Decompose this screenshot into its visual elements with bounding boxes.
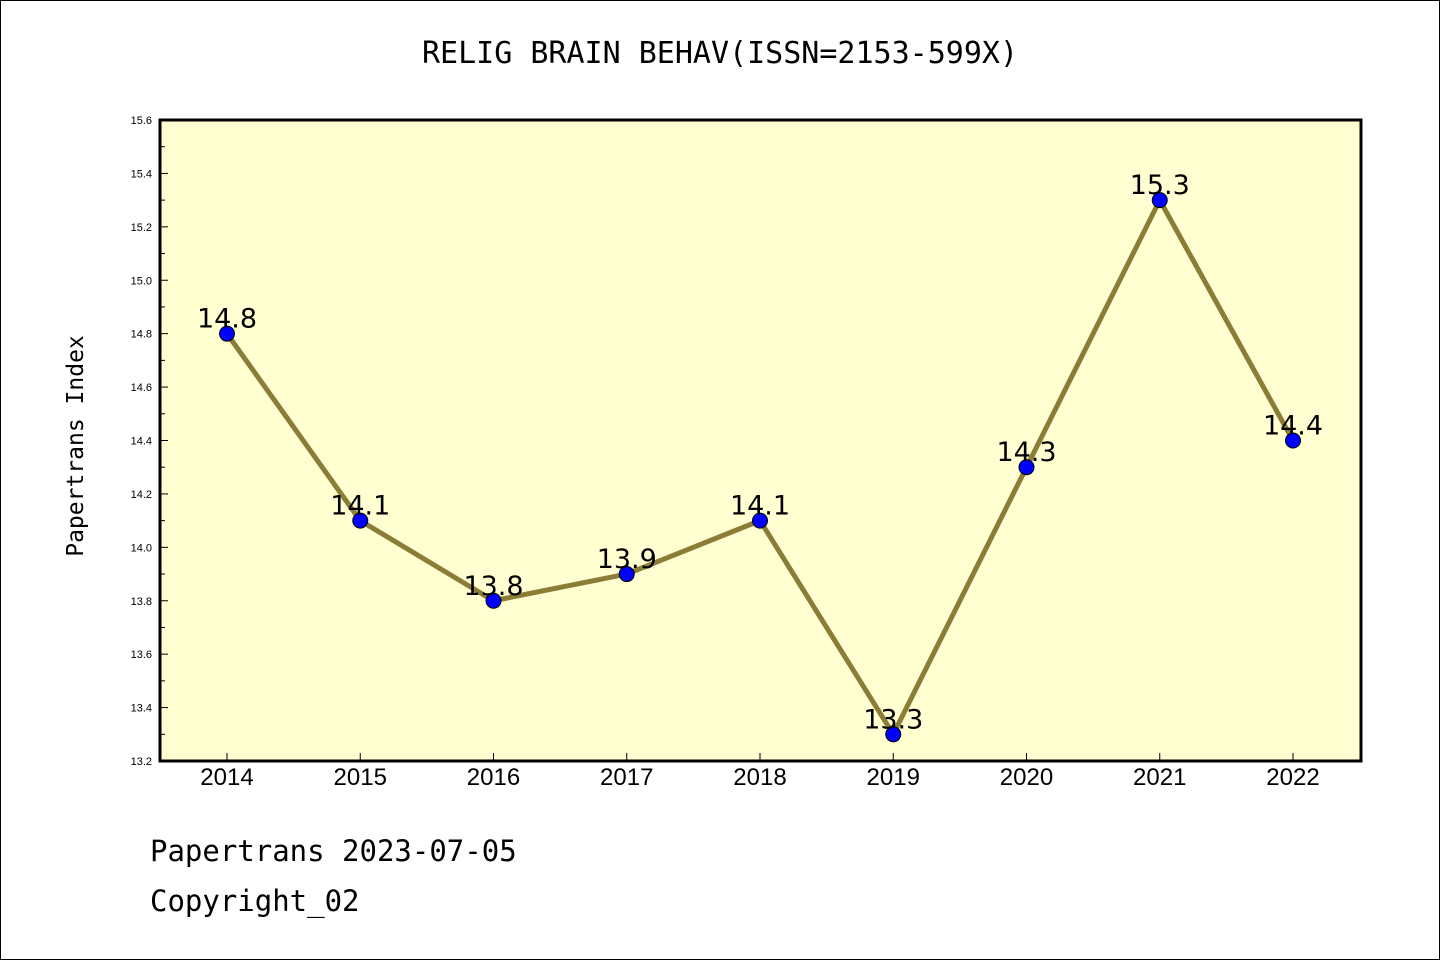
x-tick-label: 2018 (733, 764, 786, 791)
y-tick-label: 13.4 (131, 703, 152, 715)
y-tick-label: 15.2 (131, 222, 152, 234)
y-tick-label: 15.0 (131, 275, 152, 287)
data-point (219, 325, 235, 342)
y-tick-label: 13.8 (131, 596, 152, 608)
data-label: 13.3 (863, 704, 923, 735)
footer-copyright: Copyright_02 (150, 884, 360, 918)
x-tick-label: 2019 (867, 764, 920, 791)
data-label: 13.9 (597, 544, 657, 575)
data-point (618, 566, 635, 583)
data-label: 14.4 (1263, 411, 1323, 442)
data-point (1285, 432, 1301, 449)
data-point (752, 512, 768, 529)
y-tick-label: 15.4 (131, 168, 152, 180)
y-tick-label: 14.8 (131, 329, 152, 341)
data-point (485, 592, 502, 609)
data-point (885, 726, 902, 743)
x-tick-label: 2022 (1266, 764, 1319, 791)
x-tick-label: 2021 (1133, 764, 1186, 791)
data-point (1151, 192, 1168, 209)
data-labels: 14.8 14.1 13.8 13.9 14.1 13.3 14.3 15.3 14.4 (197, 170, 1323, 735)
data-label: 13.8 (463, 571, 523, 602)
y-tick-label: 14.6 (131, 382, 152, 394)
plot-area (158, 118, 1363, 763)
y-axis: 13.2 13.4 13.6 13.8 14.0 14.2 14.4 14.6 14.8 15.0… (131, 115, 168, 768)
data-label: 15.3 (1130, 170, 1190, 201)
x-tick-label: 2014 (200, 764, 253, 791)
y-tick-label: 13.2 (131, 756, 152, 768)
data-point (352, 512, 369, 529)
x-axis: 2014 2015 2016 2017 2018 2019 2020 2021 2022 (200, 753, 1320, 791)
y-tick-label: 14.0 (131, 542, 152, 554)
y-tick-label: 13.6 (131, 649, 152, 661)
data-point (1018, 459, 1035, 476)
y-tick-label: 14.2 (131, 489, 152, 501)
y-tick-label: 14.4 (131, 436, 152, 448)
data-label: 14.3 (996, 437, 1056, 468)
data-label: 14.8 (197, 304, 257, 335)
series-group (219, 192, 1301, 743)
x-tick-label: 2020 (1000, 764, 1053, 791)
chart-title: RELIG BRAIN BEHAV(ISSN=2153-599X) (421, 36, 1019, 71)
x-tick-label: 2017 (600, 764, 653, 791)
footer-date: Papertrans 2023-07-05 (150, 834, 517, 868)
data-label: 14.1 (730, 491, 790, 522)
x-tick-label: 2016 (467, 764, 520, 791)
data-label: 14.1 (330, 491, 390, 522)
x-tick-label: 2015 (334, 764, 387, 791)
y-tick-label: 15.6 (131, 115, 152, 127)
